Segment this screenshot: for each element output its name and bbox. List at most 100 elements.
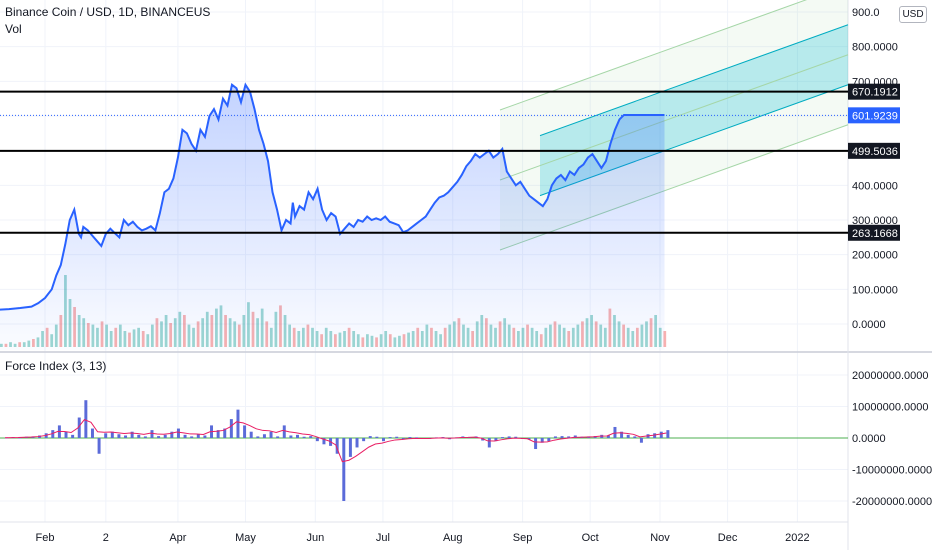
force-bar: [302, 436, 306, 438]
force-bar: [335, 438, 339, 454]
force-bar: [104, 433, 108, 438]
force-bar: [243, 425, 247, 438]
time-tick-label: Feb: [36, 532, 55, 544]
force-bar: [176, 428, 180, 438]
force-bar: [276, 436, 280, 438]
level-label: 670.1912: [852, 87, 898, 99]
time-tick-label: Jun: [306, 532, 324, 544]
force-bar: [90, 428, 94, 438]
force-bar: [348, 438, 352, 457]
force-bar: [626, 434, 630, 438]
price-tick-label: 300.0000: [852, 215, 898, 227]
force-bar: [309, 436, 313, 438]
price-tick-label: 800.0000: [852, 42, 898, 54]
force-bar: [282, 425, 286, 438]
force-bar: [223, 428, 227, 438]
force-bar: [130, 431, 134, 438]
time-tick-label: 2: [103, 532, 109, 544]
price-tick-label: 200.0000: [852, 250, 898, 262]
force-tick-label: -20000000.0000: [852, 496, 932, 508]
time-tick-label: Nov: [650, 532, 670, 544]
force-bar: [183, 434, 187, 438]
force-tick-label: -10000000.0000: [852, 465, 932, 477]
time-tick-label: Apr: [169, 532, 186, 544]
force-bar: [388, 437, 392, 439]
force-bar: [395, 436, 399, 438]
time-tick-label: Jul: [376, 532, 390, 544]
level-label: 499.5036: [852, 146, 898, 158]
level-label-box: [848, 83, 900, 100]
force-bar: [249, 431, 253, 438]
force-bar: [408, 437, 412, 439]
force-bar: [77, 417, 81, 438]
force-bar: [534, 438, 538, 450]
force-bar: [150, 430, 154, 438]
force-bar: [620, 431, 624, 438]
force-bar: [415, 437, 419, 439]
force-bar: [124, 435, 128, 438]
force-bar: [110, 431, 114, 438]
force-bar: [381, 438, 385, 442]
volume-label[interactable]: Vol: [5, 22, 22, 36]
force-bar: [507, 436, 511, 438]
force-bar: [163, 434, 167, 438]
force-bar: [216, 430, 220, 438]
force-bar: [573, 435, 577, 438]
force-bar: [567, 436, 571, 438]
force-index-title[interactable]: Force Index (3, 13): [5, 359, 107, 373]
channel-line: [499, 54, 849, 181]
price-tick-label: 100.0000: [852, 284, 898, 296]
force-bar: [51, 430, 55, 438]
force-bar: [157, 436, 161, 438]
force-bar: [613, 426, 617, 438]
force-bar: [375, 436, 379, 438]
force-bar: [203, 435, 207, 438]
force-bar: [659, 431, 663, 438]
currency-button[interactable]: USD: [899, 6, 927, 23]
price-axis: 0.0000100.0000200.0000300.0000400.000050…: [848, 7, 900, 331]
channel-line: [499, 0, 808, 111]
force-bar: [514, 436, 518, 438]
last-price-label: 601.9239: [852, 110, 898, 122]
force-bar: [229, 419, 233, 438]
force-tick-label: 0.0000: [852, 433, 886, 445]
force-bar: [606, 435, 610, 438]
force-bar: [540, 438, 544, 443]
force-bar: [527, 438, 531, 440]
time-axis: Feb 2 Apr May Jun Jul Aug Sep Oct Nov Dec 2022: [36, 532, 810, 544]
price-tick-label: 400.0000: [852, 180, 898, 192]
last-price-label-box: [848, 107, 900, 124]
force-bar: [553, 436, 557, 438]
force-bar: [84, 400, 88, 438]
time-tick-label: Dec: [718, 532, 738, 544]
force-bar: [355, 438, 359, 448]
volume-bar: [663, 331, 667, 347]
force-bar: [501, 437, 505, 439]
symbol-title[interactable]: Binance Coin / USD, 1D, BINANCEUS: [5, 5, 211, 19]
time-tick-label: 2022: [785, 532, 809, 544]
level-label: 263.1668: [852, 228, 898, 240]
force-bar: [289, 435, 293, 438]
time-tick-label: Sep: [513, 532, 533, 544]
force-bar: [71, 434, 75, 438]
force-bar: [269, 431, 273, 438]
force-bar: [639, 438, 643, 443]
force-bar: [487, 438, 491, 448]
channel-line: [539, 24, 849, 137]
force-bar: [362, 438, 366, 442]
force-bar: [315, 438, 319, 442]
force-bar: [368, 436, 372, 438]
force-bar: [170, 431, 174, 438]
force-bar: [653, 433, 657, 438]
level-label-box: [848, 142, 900, 159]
time-tick-label: Aug: [443, 532, 463, 544]
force-bar: [137, 434, 141, 438]
force-index-pane: 20000000.0000 10000000.0000 0.0000 -1000000…: [0, 370, 932, 508]
price-tick-label: 0.0000: [852, 319, 886, 331]
force-bar: [97, 438, 101, 454]
force-bar: [262, 434, 266, 438]
force-bar: [494, 438, 498, 442]
level-label-box: [848, 224, 900, 241]
force-bar: [236, 409, 240, 438]
force-bar: [322, 438, 326, 445]
